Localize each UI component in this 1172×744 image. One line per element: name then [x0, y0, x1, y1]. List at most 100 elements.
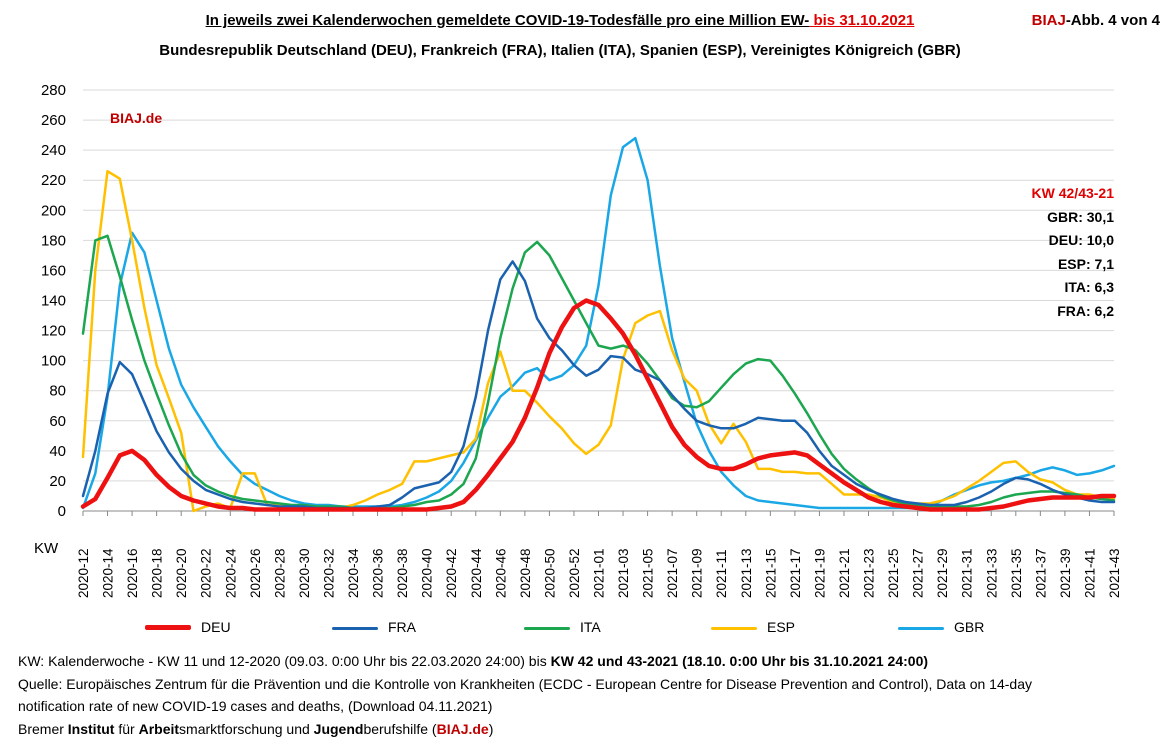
x-tick-label: 2021-13	[739, 548, 754, 598]
x-tick-label: 2021-41	[1082, 548, 1097, 598]
latest-value-fra: FRA: 6,2	[1057, 302, 1114, 319]
x-tick-label: 2020-52	[567, 548, 582, 598]
series-line-gbr	[81, 136, 1116, 510]
x-tick-label: 2021-25	[886, 548, 901, 598]
x-tick-label: 2020-14	[101, 548, 116, 598]
x-tick-label: 2020-46	[493, 548, 508, 598]
line-chart: 020406080100120140160180200220240260280 …	[34, 82, 1122, 598]
x-tick-label: 2021-01	[592, 548, 607, 598]
latest-values-box: KW 42/43-21 GBR: 30,1 DEU: 10,0 ESP: 7,1…	[1032, 182, 1114, 323]
y-tick-label: 40	[49, 443, 66, 460]
x-tick-label: 2020-36	[371, 548, 386, 598]
legend-label-gbr: GBR	[954, 619, 985, 635]
x-tick-label: 2021-35	[1009, 548, 1024, 598]
inst-link: BIAJ.de	[436, 720, 489, 737]
note-source-cont: notification rate of new COVID-19 cases …	[18, 698, 493, 714]
latest-value-esp: ESP: 7,1	[1057, 255, 1114, 272]
watermark: BIAJ.de	[110, 110, 163, 126]
inst-part: Jugend	[313, 720, 364, 737]
legend-swatch-ita	[524, 627, 570, 630]
latest-value-ita: ITA: 6,3	[1064, 279, 1114, 295]
x-tick-label: 2020-12	[76, 548, 91, 598]
y-tick-label: 0	[58, 503, 66, 520]
inst-part: Bremer	[18, 720, 68, 737]
x-tick-label: 2021-21	[837, 548, 852, 598]
inst-part: )	[488, 720, 494, 737]
y-tick-label: 60	[49, 413, 66, 430]
legend-swatch-gbr	[898, 627, 944, 630]
note-kw: KW: Kalenderwoche - KW 11 und 12-2020 (0…	[18, 650, 1032, 673]
x-tick-label: 2020-22	[199, 548, 214, 598]
y-tick-label: 100	[41, 353, 66, 370]
badge-label: -Abb. 4 von 4	[1065, 12, 1160, 29]
y-tick-label: 120	[41, 323, 66, 340]
y-tick-label: 160	[41, 262, 66, 279]
x-tick-label: 2020-42	[444, 548, 459, 598]
latest-value-deu: DEU: 10,0	[1048, 232, 1114, 248]
x-tick-label: 2021-11	[714, 549, 729, 598]
series-line-esp	[81, 169, 1116, 513]
footnotes: KW: Kalenderwoche - KW 11 und 12-2020 (0…	[18, 650, 1032, 740]
x-axis-ticks: 2020-12 2020-14 2020-16 2020-18 2020-20 2020-…	[76, 511, 1122, 598]
series-lines	[80, 136, 1117, 513]
x-tick-label: 2021-27	[911, 548, 926, 598]
legend-swatch-esp	[711, 627, 757, 630]
x-tick-label: 2020-24	[223, 548, 238, 598]
x-tick-label: 2021-05	[641, 548, 656, 598]
latest-value-gbr: GBR: 30,1	[1047, 208, 1114, 225]
x-tick-label: 2020-50	[542, 548, 557, 598]
legend-swatch-fra	[332, 627, 378, 630]
x-tick-label: 2021-17	[788, 548, 803, 598]
legend-label-fra: FRA	[388, 619, 416, 635]
title-text: In jeweils zwei Kalenderwochen gemeldete…	[205, 12, 810, 29]
x-tick-label: 2021-09	[690, 548, 705, 598]
x-axis-label: KW	[34, 540, 59, 557]
x-tick-label: 2020-32	[321, 548, 336, 598]
x-tick-label: 2021-23	[862, 548, 877, 598]
x-tick-label: 2021-37	[1033, 548, 1048, 598]
y-tick-label: 220	[41, 172, 66, 189]
figure-badge: BIAJ-Abb. 4 von 4	[1032, 12, 1160, 29]
x-tick-label: 2021-15	[763, 548, 778, 598]
x-tick-label: 2020-18	[150, 548, 165, 598]
inst-part: Arbeit	[138, 720, 180, 737]
x-tick-label: 2020-40	[420, 548, 435, 598]
chart-subtitle: Bundesrepublik Deutschland (DEU), Frankr…	[159, 42, 961, 59]
y-tick-label: 180	[41, 232, 66, 249]
inst-part: berufshilfe (	[363, 720, 437, 737]
note-kw-text: KW: Kalenderwoche - KW 11 und 12-2020 (0…	[18, 653, 551, 669]
x-tick-label: 2021-31	[960, 548, 975, 598]
x-tick-label: 2021-07	[665, 548, 680, 598]
x-tick-label: 2020-26	[248, 548, 263, 598]
legend-label-deu: DEU	[201, 619, 231, 635]
series-line-fra	[81, 260, 1116, 510]
x-tick-label: 2020-34	[346, 548, 361, 598]
x-tick-label: 2020-48	[518, 548, 533, 598]
x-tick-label: 2020-16	[125, 548, 140, 598]
series-line-ita	[81, 234, 1116, 510]
latest-values-header: KW 42/43-21	[1031, 185, 1114, 201]
gridlines	[83, 89, 1114, 512]
inst-part: smarktforschung und	[179, 720, 314, 737]
note-institute: Bremer Institut für Arbeitsmarktforschun…	[18, 718, 1032, 741]
y-tick-label: 260	[41, 112, 66, 129]
y-tick-label: 140	[41, 293, 66, 310]
y-tick-label: 80	[49, 383, 66, 400]
y-tick-label: 280	[41, 82, 66, 99]
legend-label-esp: ESP	[767, 619, 796, 635]
note-kw-range: KW 42 und 43-2021 (18.10. 0:00 Uhr bis 3…	[550, 653, 929, 669]
y-tick-label: 240	[41, 142, 66, 159]
x-tick-label: 2021-03	[616, 548, 631, 598]
legend-label-ita: ITA	[580, 619, 601, 635]
legend: DEU FRA ITA ESP GBR	[0, 612, 1172, 642]
title-date: bis 31.10.2021	[809, 12, 915, 29]
badge-brand: BIAJ	[1031, 12, 1066, 29]
chart-title: In jeweils zwei Kalenderwochen gemeldete…	[0, 12, 1120, 29]
x-tick-label: 2021-43	[1107, 548, 1122, 598]
inst-part: Institut	[67, 720, 115, 737]
x-tick-label: 2020-28	[272, 548, 287, 598]
x-tick-label: 2020-30	[297, 548, 312, 598]
y-tick-label: 200	[41, 202, 66, 219]
y-tick-label: 20	[49, 473, 66, 490]
series-line-deu	[80, 298, 1117, 512]
